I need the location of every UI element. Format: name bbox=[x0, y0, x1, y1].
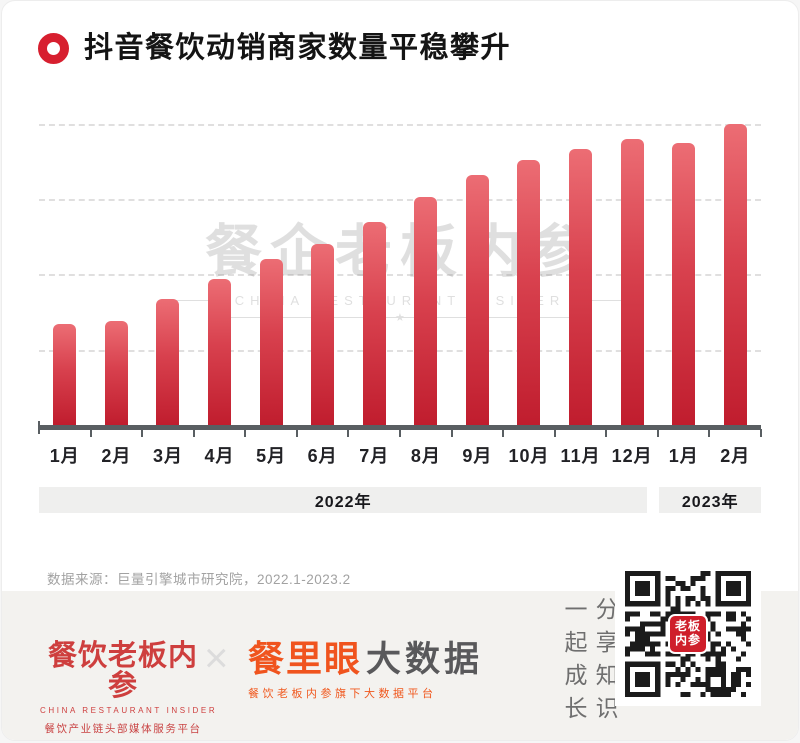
month-label-9: 10月 bbox=[508, 446, 550, 466]
brand-right-slogan: 餐饮老板内参旗下大数据平台 bbox=[248, 688, 437, 700]
brand-canliyan: 餐里眼 大数据 餐饮老板内参旗下大数据平台 bbox=[248, 641, 483, 701]
bar-column-4月-3 bbox=[194, 116, 246, 425]
bar-column-9月-8 bbox=[452, 116, 504, 425]
qr-center-logo: 老板 内参 bbox=[668, 614, 708, 654]
brand-right-name: 餐里眼 bbox=[248, 638, 363, 679]
bar-column-2月-1 bbox=[91, 116, 143, 425]
qr-logo-line1: 老板 bbox=[674, 619, 701, 634]
brand-left-name: 餐饮老板内参 bbox=[47, 640, 198, 703]
month-label-13: 2月 bbox=[720, 446, 751, 466]
brand-right-suffix: 大数据 bbox=[366, 640, 484, 679]
x-axis bbox=[38, 421, 762, 437]
bar bbox=[104, 321, 128, 425]
bar bbox=[208, 279, 232, 425]
bar bbox=[156, 299, 180, 425]
bar-column-10月-9 bbox=[503, 116, 555, 425]
axis-tick bbox=[656, 429, 659, 437]
bullet-ring-icon bbox=[38, 33, 69, 64]
bar-column-1月-0 bbox=[39, 116, 91, 425]
header: 抖音餐饮动销商家数量平稳攀升 bbox=[38, 33, 798, 64]
bar-column-2月-13 bbox=[710, 116, 762, 425]
qr-logo-line2: 内参 bbox=[674, 633, 701, 647]
bar-chart: 餐企老板内参 CHINA RESTAURANT INSIDER ★ bbox=[39, 116, 761, 425]
axis-tick bbox=[605, 429, 608, 437]
month-label-3: 4月 bbox=[204, 446, 235, 466]
bar bbox=[53, 324, 77, 425]
bar bbox=[723, 124, 747, 425]
brand-left-en: CHINA RESTAURANT INSIDER bbox=[40, 705, 218, 715]
bar-column-5月-4 bbox=[245, 116, 297, 425]
bar bbox=[465, 175, 489, 425]
month-label-4: 5月 bbox=[256, 446, 287, 466]
gridline-25 bbox=[39, 350, 761, 352]
axis-tick bbox=[295, 429, 298, 437]
axis-tick bbox=[244, 429, 247, 437]
month-label-1: 2月 bbox=[101, 446, 132, 466]
share-slogan-col-left: 一起成长 bbox=[561, 597, 588, 729]
month-label-12: 1月 bbox=[668, 446, 699, 466]
month-label-0: 1月 bbox=[49, 446, 80, 466]
axis-tick bbox=[553, 429, 556, 437]
bar-column-11月-10 bbox=[555, 116, 607, 425]
bar-column-12月-11 bbox=[606, 116, 658, 425]
page-title: 抖音餐饮动销商家数量平稳攀升 bbox=[84, 32, 512, 64]
footer: 餐饮老板内参 CHINA RESTAURANT INSIDER 餐饮产业链头部媒… bbox=[2, 562, 798, 740]
axis-tick bbox=[89, 429, 92, 437]
share-slogan-col-right: 分享知识 bbox=[592, 597, 619, 729]
bar-column-3月-2 bbox=[142, 116, 194, 425]
axis-tick bbox=[399, 429, 401, 437]
month-label-11: 12月 bbox=[611, 446, 653, 466]
qr-code: 老板 内参 bbox=[625, 571, 751, 697]
bar bbox=[672, 143, 696, 425]
bar bbox=[414, 197, 438, 425]
bar bbox=[311, 244, 335, 425]
axis-tick bbox=[141, 429, 144, 437]
axis-tick bbox=[450, 429, 453, 437]
x-axis-labels: 1月 2月 3月 4月 5月 6月 7月 8月 9月 10月 11月 12月 1月 2月 bbox=[39, 430, 761, 468]
bar-column-7月-6 bbox=[348, 116, 400, 425]
year-band-2022: 2022年 bbox=[39, 487, 648, 513]
bar bbox=[517, 160, 541, 425]
bar-column-6月-5 bbox=[297, 116, 349, 425]
month-label-2: 3月 bbox=[152, 446, 183, 466]
month-label-8: 9月 bbox=[462, 446, 493, 466]
bar bbox=[569, 149, 593, 425]
bars-layer bbox=[39, 116, 761, 425]
brand-right-row: 餐里眼 大数据 bbox=[248, 638, 484, 679]
bar bbox=[362, 222, 386, 425]
axis-tick bbox=[192, 429, 195, 437]
bar-column-8月-7 bbox=[400, 116, 452, 425]
axis-tick bbox=[502, 429, 505, 437]
gridline-75 bbox=[39, 199, 761, 201]
year-band-2023: 2023年 bbox=[659, 487, 761, 513]
month-label-5: 6月 bbox=[307, 446, 338, 466]
brand-left-slogan: 餐饮产业链头部媒体服务平台 bbox=[44, 722, 202, 735]
bar bbox=[620, 139, 644, 425]
bar-column-1月-12 bbox=[658, 116, 710, 425]
multiply-separator-icon: × bbox=[204, 634, 229, 681]
axis-tick bbox=[708, 429, 711, 437]
data-source-text: 数据来源：巨量引擎城市研究院，2022.1-2023.2 bbox=[47, 572, 351, 587]
share-slogan-vertical-text: 分享知识 一起成长 bbox=[558, 597, 620, 729]
month-label-7: 8月 bbox=[410, 446, 441, 466]
gridline-100 bbox=[39, 124, 761, 126]
brand-restaurant-insider: 餐饮老板内参 CHINA RESTAURANT INSIDER 餐饮产业链头部媒… bbox=[40, 640, 218, 736]
axis-tick bbox=[347, 429, 350, 437]
axis-tick bbox=[38, 421, 40, 434]
bar bbox=[259, 259, 283, 425]
month-label-10: 11月 bbox=[560, 446, 601, 466]
year-bands: 2022年 2023年 bbox=[39, 487, 761, 513]
month-label-6: 7月 bbox=[359, 446, 390, 466]
qr-panel: 老板 内参 bbox=[615, 562, 761, 706]
gridline-50 bbox=[39, 274, 761, 276]
axis-tick bbox=[760, 429, 762, 437]
